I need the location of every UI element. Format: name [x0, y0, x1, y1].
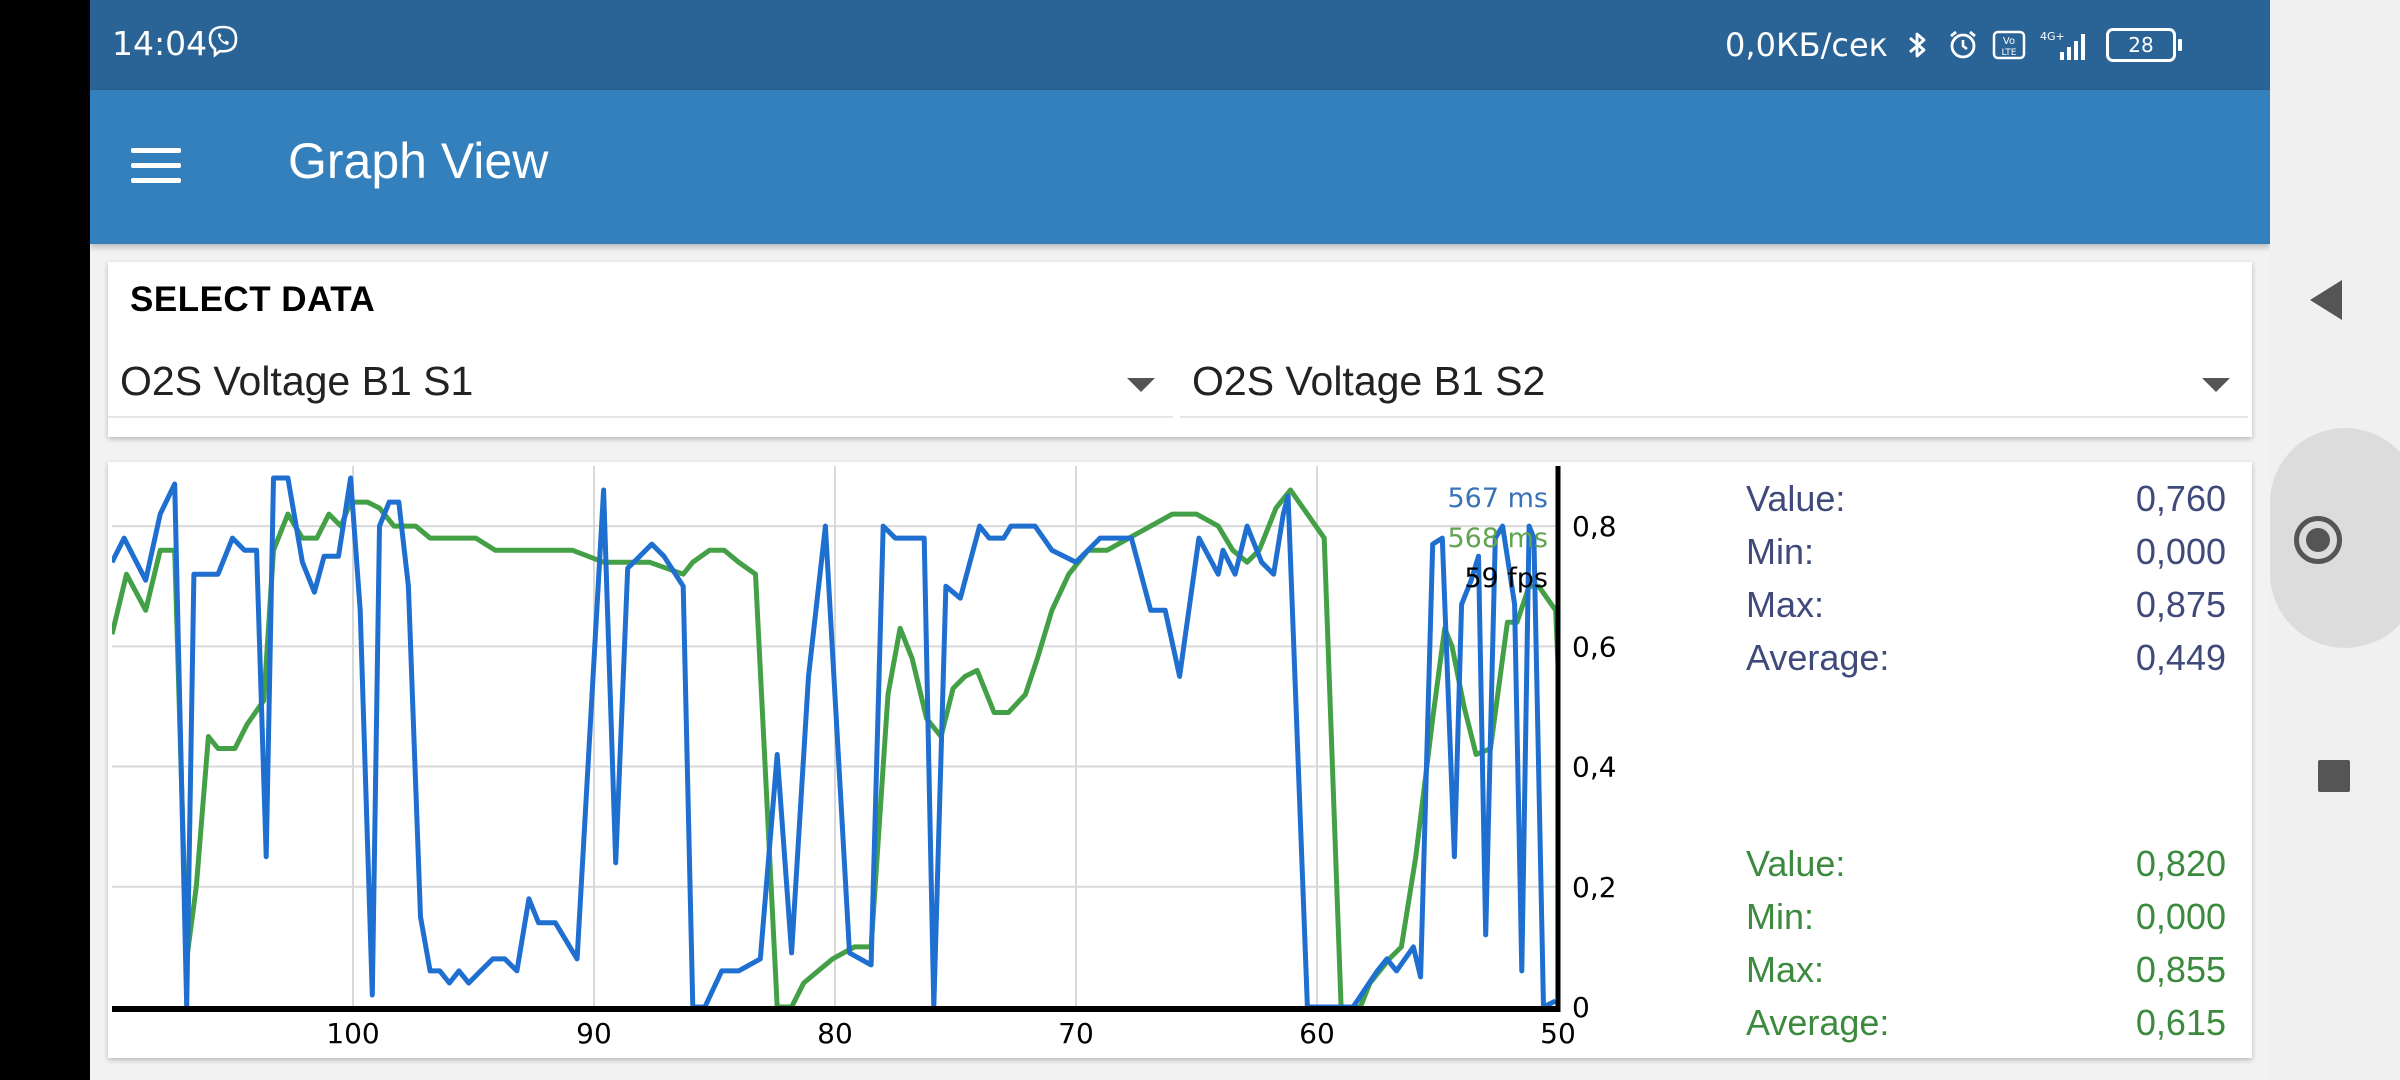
x-tick-label: 60	[1299, 1017, 1335, 1050]
status-bar: 14:04 0,0КБ/сек Vo LTE 4G+	[90, 0, 2270, 90]
viber-icon	[208, 25, 238, 58]
series2-min: 0,000	[2135, 896, 2226, 937]
page-title: Graph View	[288, 133, 549, 189]
x-tick-label: 50	[1540, 1017, 1576, 1050]
series1-line	[112, 475, 1557, 1010]
series2-average: 0,615	[2135, 1002, 2226, 1043]
status-icons: 0,0КБ/сек Vo LTE 4G+ 28	[1725, 20, 2182, 70]
dropdown-arrow-icon[interactable]	[2202, 378, 2230, 392]
select-underline	[108, 416, 1173, 418]
series1-average: 0,449	[2135, 637, 2226, 678]
stat-label: Max:	[1746, 949, 1825, 990]
dropdown-arrow-icon[interactable]	[1127, 378, 1155, 392]
data-select-2[interactable]: O2S Voltage B1 S2	[1180, 350, 2248, 418]
series1-value: 0,760	[2135, 478, 2226, 519]
series1-max: 0,875	[2135, 584, 2226, 625]
battery-indicator: 28	[2106, 28, 2182, 62]
svg-text:LTE: LTE	[2002, 48, 2017, 58]
navigation-bar	[2270, 0, 2400, 1080]
stat-label: Max:	[1746, 584, 1825, 625]
timing-label-2: 568 ms	[1448, 523, 1549, 554]
stat-label: Value:	[1746, 843, 1846, 884]
stat-label: Value:	[1746, 478, 1846, 519]
app-bar: Graph View	[90, 90, 2270, 244]
line-chart[interactable]: 0 0,2 0,4 0,6 0,8 100 90 80 70 60 50 567 ms 568 ms…	[108, 462, 1746, 1058]
series2-value: 0,820	[2135, 843, 2226, 884]
alarm-icon	[1950, 30, 1976, 59]
data-select-1[interactable]: O2S Voltage B1 S1	[108, 350, 1173, 418]
series2-max: 0,855	[2135, 949, 2226, 990]
fps-label: 59 fps	[1464, 563, 1548, 594]
y-tick-label: 0,8	[1572, 510, 1617, 543]
series1-stats: Value: 0,760 Min: 0,000 Max: 0,875 Average:…	[1746, 472, 2226, 684]
x-tick-label: 100	[326, 1017, 379, 1050]
chart-ticks: 0 0,2 0,4 0,6 0,8 100 90 80 70 60 50	[326, 510, 1616, 1050]
svg-text:Vo: Vo	[2003, 36, 2015, 47]
x-tick-label: 70	[1058, 1017, 1094, 1050]
data-select-1-value: O2S Voltage B1 S1	[120, 358, 474, 404]
y-tick-label: 0,6	[1572, 630, 1617, 663]
back-icon[interactable]	[2310, 280, 2342, 320]
menu-button[interactable]	[128, 140, 184, 192]
timing-label-1: 567 ms	[1448, 483, 1549, 514]
x-tick-label: 90	[576, 1017, 612, 1050]
network-speed: 0,0КБ/сек	[1725, 26, 1888, 64]
select-data-card: SELECT DATA O2S Voltage B1 S1 O2S Voltag…	[108, 262, 2252, 437]
select-underline	[1180, 416, 2248, 418]
y-tick-label: 0,4	[1572, 751, 1617, 784]
stat-label: Min:	[1746, 896, 1815, 937]
bluetooth-icon	[1909, 32, 1926, 58]
signal-4g-label: 4G+	[2040, 30, 2065, 43]
home-button-area	[2270, 428, 2400, 648]
y-tick-label: 0	[1572, 991, 1590, 1024]
chart-series	[112, 475, 1558, 1010]
device-screen: 14:04 0,0КБ/сек Vo LTE 4G+	[90, 0, 2270, 1080]
stat-label: Average:	[1746, 637, 1890, 678]
graph-card: 0 0,2 0,4 0,6 0,8 100 90 80 70 60 50 567 ms 568 ms…	[108, 462, 2252, 1058]
signal-4g-icon: 4G+	[2040, 30, 2085, 60]
home-icon[interactable]	[2294, 516, 2342, 564]
series1-min: 0,000	[2135, 531, 2226, 572]
status-time: 14:04	[112, 24, 208, 63]
volte-icon: Vo LTE	[1992, 30, 2026, 60]
recent-apps-icon[interactable]	[2318, 760, 2350, 792]
y-tick-label: 0,2	[1572, 871, 1617, 904]
x-tick-label: 80	[817, 1017, 853, 1050]
series2-stats: Value: 0,820 Min: 0,000 Max: 0,855 Average:…	[1746, 837, 2226, 1049]
stat-label: Min:	[1746, 531, 1815, 572]
stat-label: Average:	[1746, 1002, 1890, 1043]
select-data-label: SELECT DATA	[130, 280, 376, 319]
data-select-2-value: O2S Voltage B1 S2	[1192, 358, 1546, 404]
